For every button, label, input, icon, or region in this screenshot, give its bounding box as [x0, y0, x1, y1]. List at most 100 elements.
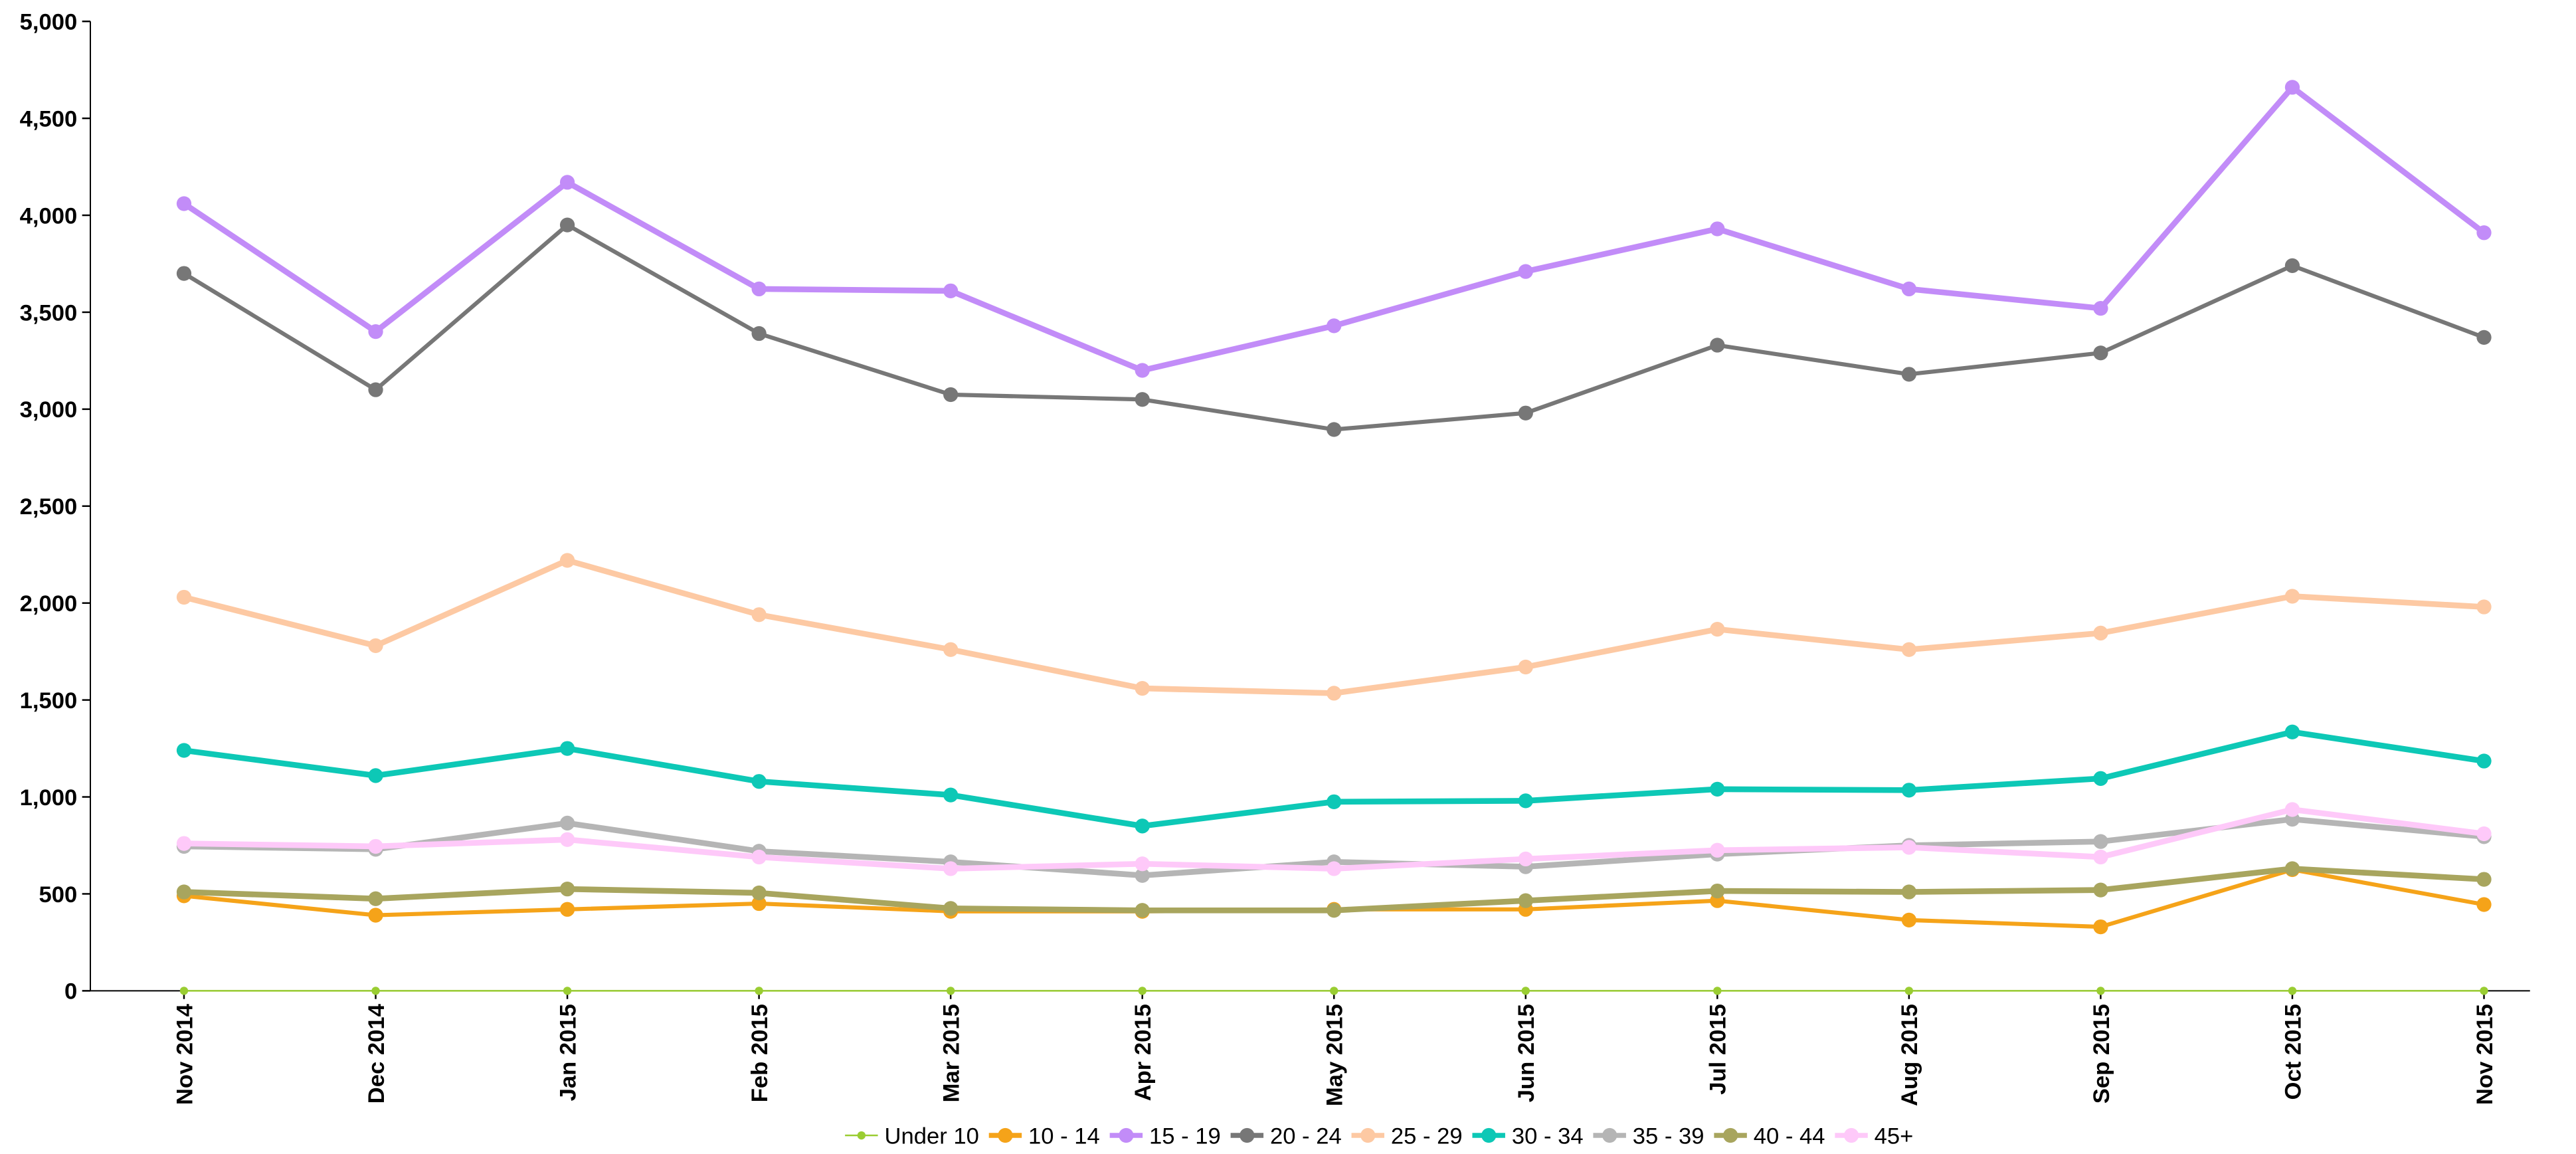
- y-tick-label: 3,000: [20, 397, 78, 423]
- data-point: [371, 987, 380, 995]
- data-point: [2284, 861, 2300, 876]
- x-tick-label: Mar 2015: [939, 1004, 965, 1102]
- data-point: [559, 217, 575, 233]
- data-point: [2093, 882, 2108, 898]
- data-point: [368, 382, 383, 397]
- data-point: [176, 884, 192, 900]
- data-point: [1518, 405, 1533, 421]
- data-point: [2288, 987, 2297, 995]
- legend-symbol-dot: [1722, 1127, 1738, 1143]
- data-point: [2476, 897, 2492, 912]
- data-point: [2284, 802, 2300, 817]
- legend: Under 10 10 - 14 15 - 19 20 - 24 25 - 29 30 -…: [845, 1123, 1913, 1149]
- data-point: [2093, 345, 2108, 361]
- x-tick-label: Jul 2015: [1706, 1004, 1731, 1095]
- data-point: [2093, 919, 2108, 935]
- data-point: [1901, 783, 1917, 798]
- data-point: [2093, 834, 2108, 849]
- data-point: [176, 743, 192, 758]
- data-point: [559, 832, 575, 847]
- legend-symbol-dot: [1240, 1127, 1255, 1143]
- data-point: [368, 768, 383, 783]
- y-tick-label: 0: [64, 979, 77, 1005]
- data-point: [1327, 794, 1342, 809]
- x-tick-label: Sep 2015: [2089, 1004, 2114, 1104]
- data-point: [1327, 903, 1342, 918]
- data-point: [943, 787, 959, 803]
- data-point: [176, 266, 192, 281]
- data-point: [2093, 625, 2108, 641]
- data-point: [1327, 318, 1342, 334]
- data-point: [1710, 842, 1725, 858]
- data-point: [2093, 849, 2108, 865]
- data-point: [943, 642, 959, 657]
- series-line: [183, 557, 2484, 696]
- x-tick-label: Dec 2014: [364, 1003, 389, 1104]
- data-point: [943, 861, 959, 876]
- y-tick-label: 3,500: [20, 300, 78, 326]
- data-point: [1713, 987, 1722, 995]
- data-point: [1710, 337, 1725, 353]
- data-point: [1327, 861, 1342, 876]
- data-point: [1135, 868, 1150, 883]
- data-point: [751, 885, 767, 901]
- data-point: [751, 607, 767, 623]
- data-point: [1135, 680, 1150, 696]
- data-point: [1327, 422, 1342, 437]
- data-point: [1327, 686, 1342, 701]
- legend-label: 30 - 34: [1512, 1123, 1584, 1149]
- data-point: [1135, 856, 1150, 872]
- data-point: [368, 908, 383, 923]
- x-tick-label: Aug 2015: [1897, 1004, 1922, 1106]
- data-point: [1901, 884, 1917, 900]
- data-point: [1330, 987, 1338, 995]
- data-point: [368, 838, 383, 854]
- data-point: [559, 882, 575, 897]
- data-point: [946, 987, 955, 995]
- data-point: [2284, 80, 2300, 95]
- y-tick-label: 5,000: [20, 10, 78, 35]
- data-point: [2093, 771, 2108, 786]
- data-point: [751, 774, 767, 789]
- data-point: [2093, 300, 2108, 316]
- data-point: [2476, 826, 2492, 842]
- data-point: [1518, 851, 1533, 867]
- x-tick-label: Apr 2015: [1131, 1004, 1156, 1101]
- data-point: [1901, 642, 1917, 657]
- data-point: [2284, 589, 2300, 604]
- legend-symbol-dot: [1843, 1127, 1859, 1143]
- data-point: [751, 281, 767, 297]
- legend-label: 15 - 19: [1149, 1123, 1221, 1149]
- data-point: [943, 283, 959, 298]
- data-point: [2480, 987, 2488, 995]
- data-point: [2476, 872, 2492, 887]
- data-point: [368, 638, 383, 654]
- data-point: [2476, 753, 2492, 769]
- data-point: [1901, 281, 1917, 297]
- data-point: [179, 987, 189, 995]
- y-tick-label: 1,000: [20, 785, 78, 811]
- data-point: [751, 896, 767, 912]
- data-point: [563, 987, 572, 995]
- data-point: [2476, 225, 2492, 240]
- legend-symbol-dot: [1360, 1127, 1376, 1143]
- y-tick-label: 500: [39, 882, 77, 908]
- data-point: [559, 175, 575, 190]
- legend-label: 40 - 44: [1754, 1123, 1825, 1149]
- data-point: [559, 902, 575, 917]
- x-tick-label: Oct 2015: [2280, 1004, 2306, 1100]
- data-point: [755, 987, 763, 995]
- data-point: [368, 324, 383, 339]
- data-point: [1904, 987, 1914, 995]
- legend-symbol-dot: [1119, 1127, 1134, 1143]
- series-line: [183, 867, 2485, 929]
- data-point: [368, 891, 383, 906]
- data-point: [943, 387, 959, 403]
- y-tick-label: 4,000: [20, 203, 78, 229]
- series-line: [183, 729, 2485, 829]
- legend-label: 20 - 24: [1270, 1123, 1342, 1149]
- data-point: [1135, 363, 1150, 378]
- data-point: [1521, 987, 1530, 995]
- y-tick-label: 1,500: [20, 688, 78, 714]
